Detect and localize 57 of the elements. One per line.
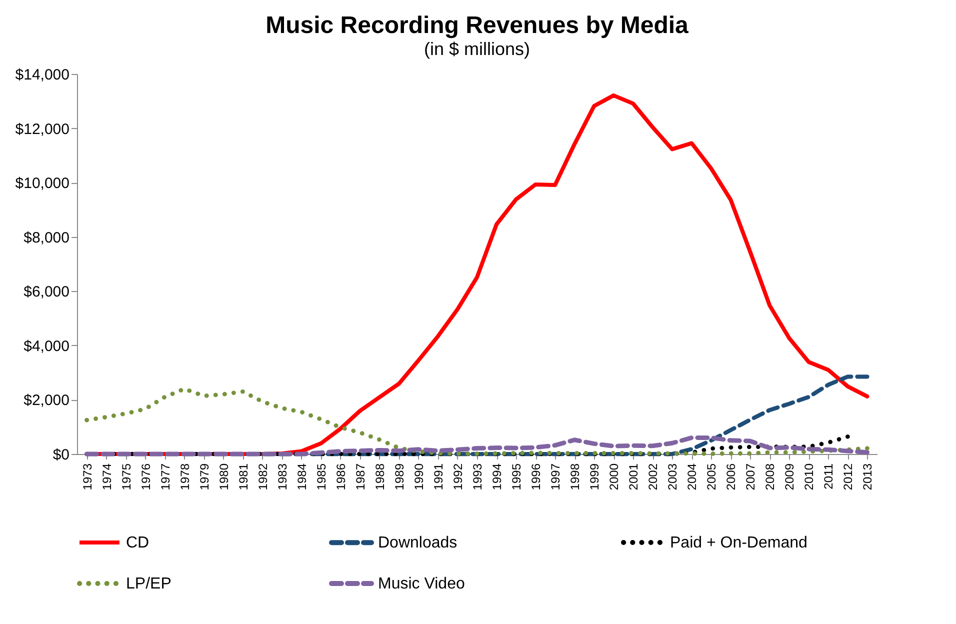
x-tick-label: 1985 [314, 463, 328, 490]
line-series [84, 386, 870, 456]
x-tick-label: 1990 [412, 463, 426, 490]
x-tick-label: 2000 [607, 463, 622, 490]
legend-label: Paid + On-Demand [670, 534, 808, 552]
x-tick-label: 1983 [275, 463, 290, 490]
x-tick-label: 2004 [685, 463, 700, 490]
x-tick-label: 2013 [860, 463, 875, 490]
x-tick-label: 1994 [490, 463, 504, 490]
x-tick-label: 2007 [744, 463, 758, 490]
x-tick-label: 1981 [236, 463, 250, 490]
x-tick-label: 1977 [158, 463, 172, 490]
legend-label: CD [126, 534, 150, 552]
x-tick-label: 1978 [178, 463, 192, 490]
x-tick-label: 1976 [138, 463, 153, 490]
x-tick-label: 1999 [588, 463, 602, 490]
legend-label: LP/EP [126, 576, 172, 592]
x-tick-label: 1986 [334, 463, 348, 490]
x-tick-label: 1995 [510, 463, 524, 490]
x-tick-label: 1984 [294, 463, 309, 490]
x-tick-label: 2008 [763, 463, 778, 490]
x-tick-label: 1979 [197, 463, 212, 490]
x-tick-label: 1973 [80, 463, 94, 490]
x-tick-label: 1980 [216, 463, 231, 490]
x-tick-label: 1996 [529, 463, 544, 490]
x-tick-label: 1982 [256, 463, 270, 490]
x-tick-label: 2006 [724, 463, 738, 490]
x-tick-label: 1988 [372, 463, 387, 490]
x-tick-label: 1974 [100, 463, 114, 490]
x-tick-label: 1992 [450, 463, 465, 490]
x-tick-label: 1989 [392, 463, 406, 490]
y-tick-label: $10,000 [15, 175, 70, 192]
x-tick-label: 1991 [431, 463, 446, 490]
x-tick-label: 2001 [626, 463, 641, 490]
x-tick-label: 1998 [568, 463, 582, 490]
y-tick-label: $0 [52, 446, 70, 464]
y-tick-label: $8,000 [24, 229, 70, 246]
x-tick-label: 2003 [666, 463, 680, 490]
x-tick-label: 2010 [802, 463, 816, 490]
y-tick-label: $2,000 [24, 392, 70, 410]
legend-label: Downloads [378, 534, 458, 552]
y-tick-label: $12,000 [15, 120, 70, 138]
chart-title: Music Recording Revenues by Media [266, 12, 690, 39]
x-tick-label: 2009 [782, 463, 797, 490]
x-tick-label: 1987 [353, 463, 368, 490]
y-tick-label: $14,000 [15, 66, 70, 84]
x-tick-label: 1993 [470, 463, 484, 490]
legend-label: Music Video [378, 576, 465, 592]
x-tick-label: 2002 [646, 463, 660, 490]
x-tick-label: 2005 [704, 463, 719, 490]
y-tick-label: $4,000 [24, 338, 70, 355]
x-tick-label: 2011 [822, 463, 836, 490]
chart-subtitle: (in $ millions) [424, 39, 530, 59]
y-tick-label: $6,000 [24, 284, 70, 301]
x-tick-label: 1975 [119, 463, 134, 490]
x-tick-label: 2012 [841, 463, 856, 490]
x-tick-label: 1997 [548, 463, 563, 490]
